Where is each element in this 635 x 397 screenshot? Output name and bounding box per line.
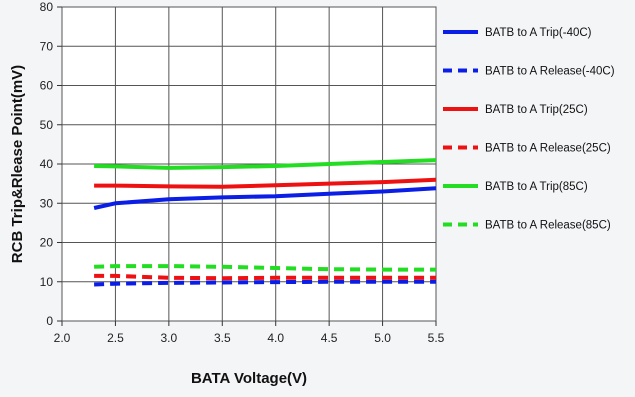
y-tick-label: 20 (40, 236, 54, 250)
series-line (93, 186, 437, 210)
y-tick-label: 50 (40, 118, 54, 132)
x-axis-ticks: 2.0 2.5 3.0 3.5 4.0 4.5 5.0 5.5 (54, 321, 445, 345)
x-axis-title: BATA Voltage(V) (191, 370, 307, 387)
legend: BATB to A Trip(-40C) BATB to A Release(-4… (443, 27, 615, 232)
legend-label: BATB to A Release(85C) (485, 220, 611, 232)
y-axis-ticks: 0 10 20 30 40 50 60 70 80 (40, 0, 62, 328)
y-tick-label: 70 (40, 39, 54, 53)
x-tick-label: 2.5 (107, 331, 124, 345)
y-tick-label: 0 (46, 314, 53, 328)
x-tick-label: 3.0 (161, 331, 178, 345)
y-tick-label: 10 (40, 275, 54, 289)
y-axis-title: RCB Trip&Rlease Point(mV) (9, 65, 26, 263)
x-tick-label: 2.0 (54, 331, 71, 345)
x-tick-label: 5.0 (374, 331, 391, 345)
series-line (94, 158, 437, 170)
y-tick-label: 60 (40, 79, 54, 93)
x-tick-label: 4.5 (321, 331, 338, 345)
y-tick-label: 30 (40, 196, 54, 210)
legend-label: BATB to A Trip(25C) (485, 104, 588, 116)
series-lines (93, 158, 437, 287)
series-line (94, 273, 436, 281)
legend-label: BATB to A Trip(-40C) (485, 27, 592, 39)
x-tick-label: 3.5 (214, 331, 231, 345)
y-tick-label: 80 (40, 0, 54, 14)
x-tick-label: 5.5 (428, 331, 445, 345)
legend-label: BATB to A Trip(85C) (485, 181, 588, 193)
series-line (94, 177, 437, 189)
legend-label: BATB to A Release(-40C) (485, 66, 615, 78)
legend-label: BATB to A Release(25C) (485, 143, 611, 155)
series-line (94, 264, 436, 272)
series-line (94, 279, 436, 287)
x-tick-label: 4.0 (267, 331, 284, 345)
y-tick-label: 40 (40, 157, 54, 171)
